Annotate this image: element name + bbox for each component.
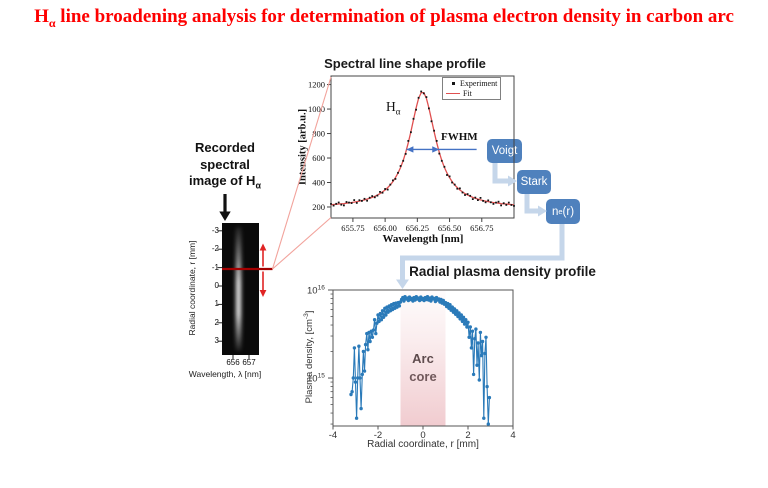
density-curve [350, 295, 490, 425]
strip-ylabel: Radial coordinate, r [mm] [187, 240, 197, 336]
svg-text:1016: 1016 [307, 285, 325, 297]
strip-ytick-label: 0 [214, 281, 219, 290]
arc-core-band [400, 290, 446, 426]
abel-direction-arrows [259, 243, 267, 297]
svg-text:4: 4 [510, 430, 515, 441]
legend-label-fit: Fit [463, 88, 472, 98]
fit-curve [330, 91, 515, 206]
flow-box-stark: Stark [517, 170, 551, 194]
svg-text:1200: 1200 [308, 80, 325, 90]
strip-ytick-label: -1 [211, 262, 219, 272]
legend: Experiment Fit [442, 77, 502, 100]
experiment-points [330, 90, 515, 207]
strip-ytick-label: -3 [211, 225, 219, 235]
black-down-arrow [219, 194, 231, 221]
recorded-image-caption: Recorded spectral image of Hα [160, 140, 290, 194]
fit-line-icon [446, 92, 460, 94]
strip-ytick-label: 2 [214, 317, 219, 327]
emission-line-glow [236, 227, 241, 351]
svg-text:1015: 1015 [307, 373, 325, 385]
spectral-line-chart: 655.75 656.00 656.25 656.50 656.75 200 400 600 8… [308, 75, 515, 233]
strip-ytick-label: 3 [214, 336, 219, 346]
density-chart-title: Radial plasma density profile [409, 264, 596, 279]
density-markers [349, 295, 492, 426]
caption-line-3: image of Hα [188, 173, 261, 191]
caption-line-1: Recorded [195, 140, 255, 155]
spectral-chart-title: Spectral line shape profile [324, 56, 486, 71]
svg-text:200: 200 [312, 202, 325, 212]
svg-text:656.25: 656.25 [406, 223, 429, 233]
flow-box-ne-r: n e (r) [546, 199, 580, 224]
svg-text:400: 400 [312, 178, 325, 188]
legend-entry-experiment: Experiment [446, 79, 497, 89]
chart2-axes: -4 -2 0 2 4 1015 1016 [307, 285, 516, 442]
spectral-image-strip [222, 223, 259, 355]
radial-density-chart: -4 -2 0 2 4 1015 1016 [307, 285, 516, 442]
strip-xtick-657: 657 [242, 358, 256, 367]
svg-text:800: 800 [312, 129, 325, 139]
page-title-pre: H [34, 6, 49, 27]
h-alpha-annotation: Hα [386, 99, 401, 117]
fwhm-arrow [406, 146, 477, 153]
svg-text:656.00: 656.00 [373, 223, 396, 233]
svg-text:2: 2 [465, 430, 470, 441]
strip-xlabel: Wavelength, λ [nm] [188, 369, 262, 379]
legend-label-experiment: Experiment [460, 79, 498, 88]
chart1-axes: 655.75 656.00 656.25 656.50 656.75 200 400 600 8… [308, 75, 515, 233]
caption-line-2: spectral [200, 156, 250, 172]
svg-text:-2: -2 [374, 430, 382, 441]
svg-text:656.50: 656.50 [438, 223, 461, 233]
strip-ytick-label: 1 [214, 299, 219, 309]
page-title-sub: α [48, 15, 56, 30]
svg-text:656.75: 656.75 [470, 223, 493, 233]
flow-box-voigt: Voigt [487, 139, 522, 163]
svg-text:655.75: 655.75 [341, 223, 364, 233]
experiment-marker-icon [452, 82, 455, 86]
svg-text:-4: -4 [329, 430, 337, 441]
strip-ytick-label: -2 [211, 244, 219, 254]
page-title: Hα line broadening analysis for determin… [0, 6, 768, 31]
page-title-rest: line broadening analysis for determinati… [55, 6, 734, 27]
density-chart-xlabel: Radial coordinate, r [mm] [367, 439, 479, 450]
svg-text:0: 0 [420, 430, 425, 441]
legend-entry-fit: Fit [446, 89, 497, 99]
strip-xtick-656: 656 [226, 358, 240, 367]
fwhm-annotation: FWHM [441, 131, 478, 143]
svg-text:1000: 1000 [308, 104, 325, 114]
svg-text:600: 600 [312, 153, 325, 163]
